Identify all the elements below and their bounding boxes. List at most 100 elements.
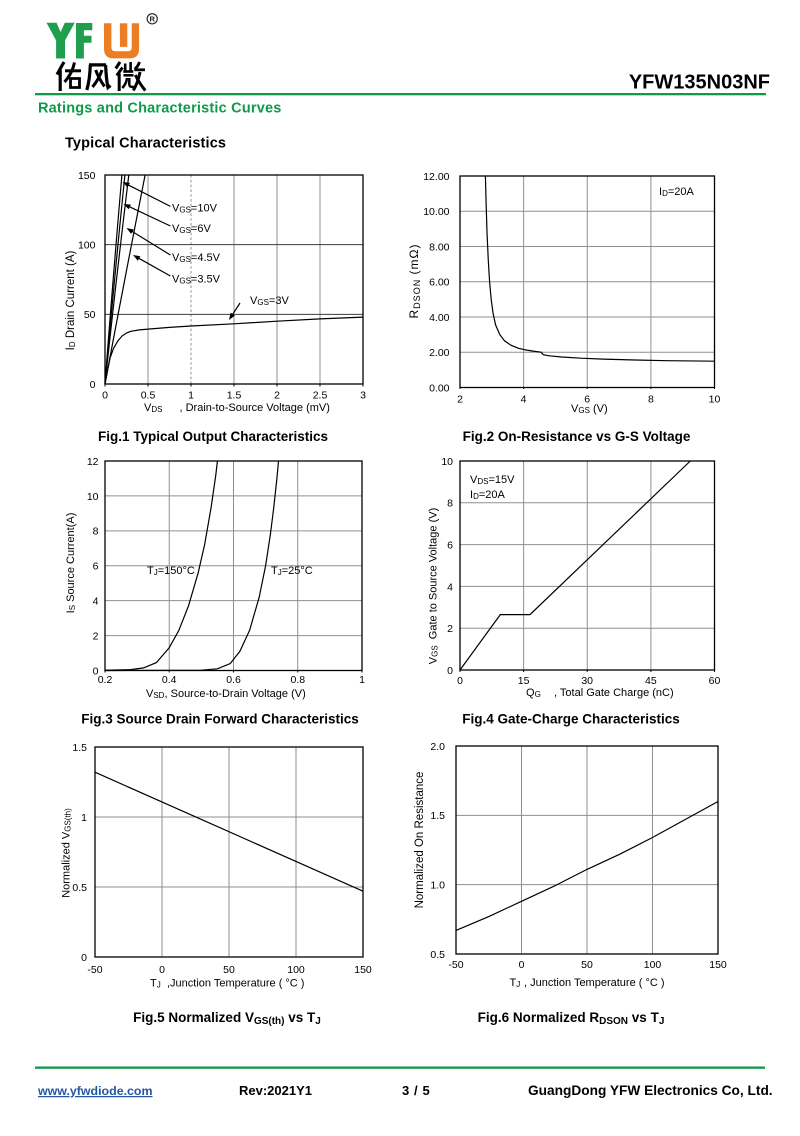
svg-text:2.00: 2.00 — [429, 347, 450, 359]
svg-text:2.5: 2.5 — [313, 390, 328, 402]
svg-text:8: 8 — [93, 526, 99, 538]
svg-text:Fig.4 Gate-Charge Characterist: Fig.4 Gate-Charge Characteristics — [462, 712, 680, 727]
svg-text:TJ: TJ — [150, 978, 161, 990]
svg-text:150: 150 — [709, 959, 727, 971]
svg-text:0.5: 0.5 — [72, 882, 87, 894]
svg-text:0: 0 — [93, 665, 99, 677]
svg-text:TJ=150°C: TJ=150°C — [147, 565, 195, 577]
svg-text:12: 12 — [87, 456, 99, 468]
svg-text:1.0: 1.0 — [430, 880, 445, 892]
svg-text:0.8: 0.8 — [290, 674, 305, 686]
svg-text:TJ=25°C: TJ=25°C — [271, 565, 313, 577]
svg-text:10: 10 — [709, 394, 721, 406]
svg-text:QG: QG — [526, 687, 541, 699]
svg-text:10: 10 — [441, 456, 453, 468]
svg-text:100: 100 — [644, 959, 662, 971]
svg-text:2: 2 — [274, 390, 280, 402]
svg-text:ID=20A: ID=20A — [659, 186, 695, 198]
svg-text:150: 150 — [78, 170, 96, 182]
svg-text:0: 0 — [519, 959, 525, 971]
svg-text:10: 10 — [87, 491, 99, 503]
svg-text:0.5: 0.5 — [430, 949, 445, 961]
svg-text:, Drain-to-Source Voltage (mV: , Drain-to-Source Voltage (mV) — [180, 402, 330, 414]
svg-text:-50: -50 — [448, 959, 463, 971]
svg-text:60: 60 — [709, 675, 721, 687]
svg-text:0: 0 — [90, 379, 96, 391]
svg-text:150: 150 — [354, 964, 372, 976]
svg-text:Rev:2021Y1: Rev:2021Y1 — [239, 1083, 312, 1098]
svg-text:Fig.6 Normalized RDSON vs TJ: Fig.6 Normalized RDSON vs TJ — [478, 1010, 665, 1027]
svg-text:0: 0 — [457, 675, 463, 687]
svg-text:6.00: 6.00 — [429, 277, 450, 289]
svg-text:1: 1 — [81, 812, 87, 824]
svg-text:3: 3 — [360, 390, 366, 402]
svg-text:RDSON (mΩ): RDSON (mΩ) — [407, 244, 422, 319]
svg-text:8: 8 — [648, 394, 654, 406]
svg-text:0: 0 — [159, 964, 165, 976]
svg-text:6: 6 — [584, 394, 590, 406]
svg-text:3 / 5: 3 / 5 — [402, 1083, 430, 1098]
svg-text:1.5: 1.5 — [227, 390, 242, 402]
svg-text:4.00: 4.00 — [429, 312, 450, 324]
svg-text:0.6: 0.6 — [226, 674, 241, 686]
svg-text:50: 50 — [581, 959, 593, 971]
svg-text:, Junction Temperature ( °C ): , Junction Temperature ( °C ) — [524, 977, 665, 989]
svg-text:1.5: 1.5 — [72, 742, 87, 754]
svg-text:0: 0 — [447, 665, 453, 677]
svg-text:GuangDong YFW Electronics Co,: GuangDong YFW Electronics Co, Ltd. — [528, 1083, 773, 1098]
svg-text:12.00: 12.00 — [423, 171, 449, 183]
svg-text:ID Drain Current (A): ID Drain Current (A) — [65, 250, 77, 350]
svg-text:8.00: 8.00 — [429, 241, 450, 253]
svg-text:15: 15 — [518, 675, 530, 687]
svg-text:0.4: 0.4 — [162, 674, 177, 686]
svg-text:VDS: VDS — [144, 402, 162, 414]
svg-text:45: 45 — [645, 675, 657, 687]
svg-text:TJ: TJ — [510, 977, 521, 989]
svg-text:VGS (V): VGS (V) — [571, 403, 608, 415]
svg-text:Fig.1 Typical Output Character: Fig.1 Typical Output Characteristics — [98, 429, 328, 444]
svg-text:Ratings and Characteristic Cur: Ratings and Characteristic Curves — [38, 101, 282, 117]
svg-text:4: 4 — [521, 394, 527, 406]
svg-text:VGS=10V: VGS=10V — [172, 203, 218, 215]
svg-text:100: 100 — [78, 240, 96, 252]
svg-text:VGS=6V: VGS=6V — [172, 223, 211, 235]
svg-text:2: 2 — [447, 623, 453, 635]
svg-text:VGS=4.5V: VGS=4.5V — [172, 252, 221, 264]
svg-text:0.2: 0.2 — [98, 674, 113, 686]
svg-text:YFW135N03NF: YFW135N03NF — [629, 72, 770, 94]
svg-text:, Source-to-Drain Voltage (V): , Source-to-Drain Voltage (V) — [165, 688, 306, 700]
svg-text:4: 4 — [93, 596, 99, 608]
svg-text:50: 50 — [223, 964, 235, 976]
svg-text:ID=20A: ID=20A — [470, 489, 506, 501]
svg-text:0: 0 — [81, 952, 87, 964]
svg-text:Fig.5 Normalized VGS(th) vs TJ: Fig.5 Normalized VGS(th) vs TJ — [133, 1010, 321, 1027]
svg-text:VDS=15V: VDS=15V — [470, 474, 515, 486]
svg-text:R: R — [149, 15, 155, 24]
svg-text:10.00: 10.00 — [423, 206, 449, 218]
svg-text:Normalized VGS(th): Normalized VGS(th) — [61, 808, 73, 898]
svg-text:-50: -50 — [87, 964, 102, 976]
svg-text:Fig.2 On-Resistance vs G-S Vol: Fig.2 On-Resistance vs G-S Voltage — [463, 429, 691, 444]
svg-text:1: 1 — [359, 674, 365, 686]
svg-text:2.0: 2.0 — [430, 741, 445, 753]
svg-text:Typical Characteristics: Typical Characteristics — [65, 136, 226, 152]
svg-text:IS Source Current(A): IS Source Current(A) — [65, 513, 77, 614]
svg-text:VGS=3.5V: VGS=3.5V — [172, 274, 221, 286]
svg-text:0.00: 0.00 — [429, 382, 450, 394]
svg-text:,Junction Temperature ( °C ): ,Junction Temperature ( °C ) — [167, 978, 304, 990]
svg-text:100: 100 — [287, 964, 305, 976]
svg-text:Normalized On Resistance: Normalized On Resistance — [414, 772, 426, 909]
svg-text:0: 0 — [102, 390, 108, 402]
svg-text:1.5: 1.5 — [430, 810, 445, 822]
svg-text:VGS Gate to Source Voltage (V: VGS Gate to Source Voltage (V) — [428, 508, 440, 664]
svg-text:50: 50 — [84, 309, 96, 321]
svg-text:VGS=3V: VGS=3V — [250, 295, 289, 307]
svg-text:VSD: VSD — [146, 688, 165, 700]
svg-text:8: 8 — [447, 498, 453, 510]
svg-text:, Total Gate Charge (nC): , Total Gate Charge (nC) — [554, 687, 674, 699]
svg-text:1: 1 — [188, 390, 194, 402]
svg-text:Fig.3 Source Drain Forward Cha: Fig.3 Source Drain Forward Characteristi… — [81, 712, 359, 727]
svg-text:0.5: 0.5 — [141, 390, 156, 402]
svg-text:30: 30 — [581, 675, 593, 687]
svg-text:2: 2 — [457, 394, 463, 406]
